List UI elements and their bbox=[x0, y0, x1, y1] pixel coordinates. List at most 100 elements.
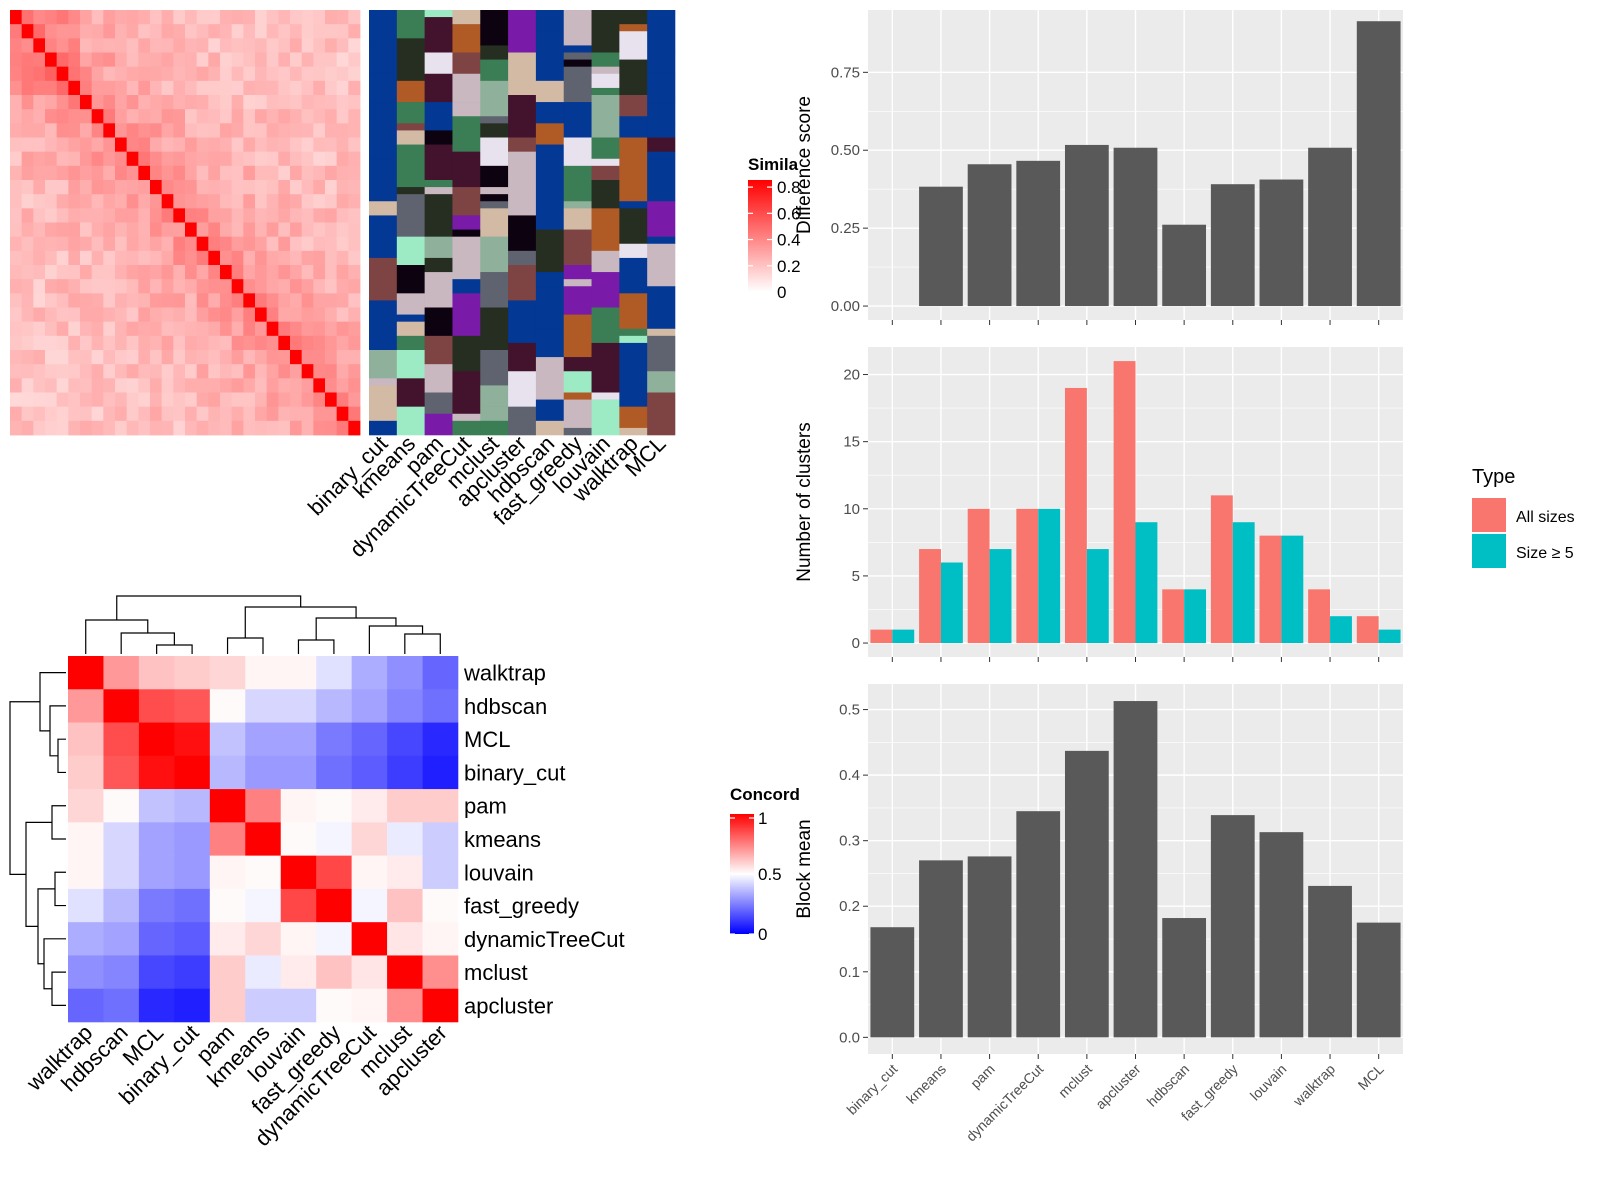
similarity-cell bbox=[45, 364, 58, 379]
membership-cell bbox=[452, 342, 481, 372]
x-tick-label: mclust bbox=[1055, 1061, 1095, 1101]
similarity-cell bbox=[115, 52, 128, 68]
similarity-cell bbox=[91, 52, 104, 68]
similarity-cell bbox=[255, 350, 268, 365]
membership-cell bbox=[508, 300, 537, 344]
similarity-legend-tick: 0.4 bbox=[777, 231, 801, 250]
similarity-cell bbox=[196, 279, 209, 294]
similarity-cell bbox=[45, 38, 58, 53]
similarity-cell bbox=[10, 293, 23, 308]
concordance-cell bbox=[422, 855, 459, 890]
similarity-cell bbox=[45, 194, 58, 209]
similarity-cell bbox=[313, 335, 326, 351]
similarity-cell bbox=[68, 137, 81, 153]
membership-cell bbox=[563, 10, 592, 46]
concordance-cell bbox=[387, 855, 423, 890]
similarity-cell bbox=[348, 222, 361, 238]
similarity-cell bbox=[56, 38, 69, 53]
similarity-cell bbox=[301, 24, 314, 39]
similarity-cell bbox=[348, 378, 361, 393]
similarity-cell bbox=[150, 137, 163, 153]
similarity-cell bbox=[45, 236, 58, 252]
similarity-cell bbox=[68, 123, 81, 138]
similarity-cell bbox=[126, 24, 139, 39]
bar-dynamicTreeCut bbox=[1016, 160, 1061, 307]
similarity-cell bbox=[115, 38, 128, 53]
similarity-cell bbox=[301, 293, 314, 308]
similarity-cell bbox=[115, 194, 128, 209]
bar-pam-all-sizes bbox=[967, 508, 990, 644]
membership-cell bbox=[369, 45, 398, 53]
similarity-cell bbox=[220, 307, 233, 323]
similarity-cell bbox=[220, 392, 233, 408]
similarity-cell bbox=[278, 165, 291, 181]
membership-cell bbox=[647, 236, 676, 245]
concordance-cell bbox=[351, 656, 388, 690]
similarity-cell bbox=[313, 10, 326, 25]
membership-cell bbox=[480, 116, 509, 124]
y-tick-label: 0.50 bbox=[831, 142, 860, 159]
similarity-cell bbox=[161, 250, 174, 266]
similarity-cell bbox=[45, 350, 58, 365]
similarity-cell bbox=[80, 38, 93, 53]
similarity-cell bbox=[10, 392, 23, 408]
similarity-cell bbox=[138, 165, 151, 181]
similarity-cell bbox=[266, 406, 279, 422]
similarity-cell bbox=[220, 38, 233, 53]
similarity-cell bbox=[173, 307, 186, 323]
similarity-cell bbox=[266, 151, 279, 167]
concordance-cell bbox=[68, 988, 104, 1023]
similarity-cell bbox=[243, 180, 256, 195]
bar-mclust bbox=[1064, 750, 1109, 1038]
similarity-cell bbox=[91, 293, 104, 308]
similarity-cell bbox=[185, 378, 198, 393]
membership-cell bbox=[591, 250, 620, 273]
similarity-cell bbox=[115, 208, 128, 223]
membership-cell bbox=[535, 102, 565, 124]
similarity-cell bbox=[325, 165, 338, 181]
similarity-cell bbox=[103, 137, 116, 153]
concordance-cell bbox=[68, 955, 104, 990]
similarity-cell bbox=[103, 109, 116, 124]
similarity-cell bbox=[243, 10, 256, 25]
bar-pam-size-ge-5 bbox=[989, 549, 1012, 644]
similarity-cell bbox=[68, 151, 81, 167]
similarity-cell bbox=[208, 250, 221, 266]
similarity-cell bbox=[91, 80, 104, 96]
similarity-cell bbox=[138, 222, 151, 238]
similarity-cell bbox=[208, 293, 221, 308]
membership-cell bbox=[563, 399, 592, 429]
similarity-cell bbox=[115, 66, 128, 82]
concordance-cell bbox=[174, 755, 211, 790]
similarity-cell bbox=[173, 10, 186, 25]
similarity-cell bbox=[336, 180, 349, 195]
similarity-cell bbox=[348, 392, 361, 408]
similarity-cell bbox=[290, 208, 303, 223]
membership-cell bbox=[396, 406, 425, 436]
type-legend-title: Type bbox=[1472, 466, 1515, 488]
similarity-cell bbox=[220, 321, 233, 337]
similarity-cell bbox=[348, 208, 361, 223]
similarity-cell bbox=[220, 350, 233, 365]
concordance-cell bbox=[351, 755, 388, 790]
membership-cell bbox=[452, 102, 481, 117]
similarity-cell bbox=[325, 236, 338, 252]
membership-cell bbox=[508, 371, 537, 407]
similarity-cell bbox=[126, 222, 139, 238]
similarity-cell bbox=[185, 109, 198, 124]
membership-cell bbox=[619, 31, 648, 60]
similarity-cell bbox=[243, 24, 256, 39]
membership-cell bbox=[508, 10, 537, 53]
concordance-cell bbox=[422, 755, 459, 790]
similarity-cell bbox=[255, 321, 268, 337]
membership-cell bbox=[508, 52, 537, 96]
similarity-cell bbox=[21, 165, 34, 181]
similarity-cell bbox=[231, 95, 244, 110]
similarity-cell bbox=[290, 335, 303, 351]
membership-cell bbox=[591, 392, 620, 400]
concordance-cell bbox=[245, 656, 282, 690]
similarity-cell bbox=[173, 165, 186, 181]
similarity-legend-tick: 0.6 bbox=[777, 204, 801, 223]
similarity-cell bbox=[56, 420, 69, 436]
similarity-cell bbox=[173, 95, 186, 110]
